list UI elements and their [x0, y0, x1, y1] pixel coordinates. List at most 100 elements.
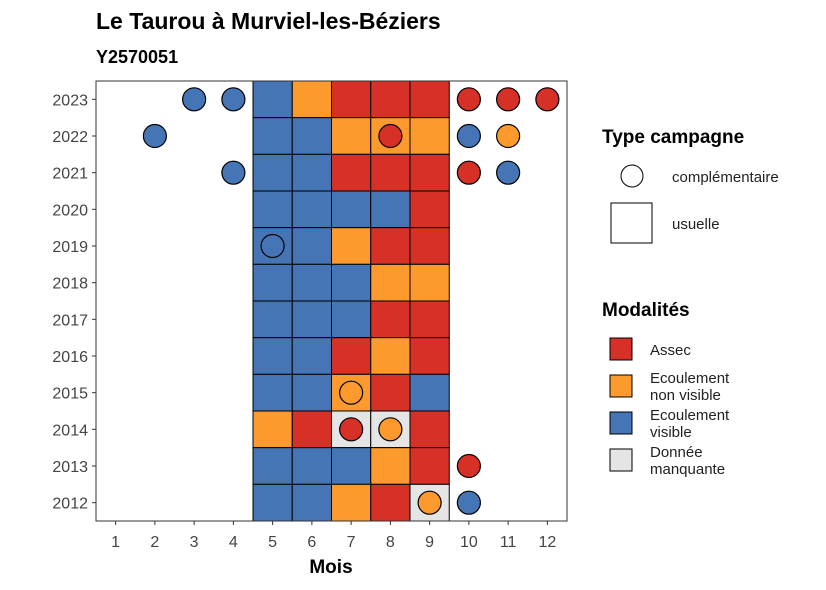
- y-tick-label: 2022: [52, 129, 88, 146]
- point-2021-4: [221, 160, 246, 185]
- point-2023-12: [535, 87, 560, 112]
- tile-2013-9: [409, 447, 450, 485]
- point-2014-7: [339, 417, 364, 442]
- y-tick-label: 2020: [52, 202, 88, 219]
- tile-2012-7: [331, 483, 372, 522]
- chart-title: Le Taurou à Murviel-les-Béziers: [96, 8, 441, 34]
- x-tick-label: 9: [425, 534, 434, 551]
- tile-2023-9: [409, 80, 450, 119]
- tile-2018-6: [291, 263, 332, 302]
- point-2021-11: [496, 160, 521, 185]
- tile-2016-5: [252, 337, 293, 375]
- x-tick-label: 4: [229, 534, 238, 551]
- y-tick-label: 2015: [52, 386, 88, 403]
- x-tick-label: 12: [538, 534, 556, 551]
- legend-square-icon: [610, 202, 653, 244]
- x-tick-label: 10: [460, 534, 478, 551]
- tile-2019-7: [331, 227, 372, 265]
- point-2013-10: [456, 453, 481, 479]
- x-axis: 1 2 3 4 5 6 7 8 9 10 11 12: [111, 521, 556, 551]
- tile-2022-6: [291, 117, 332, 155]
- tile-2013-5: [252, 447, 293, 485]
- legend-circle-icon: [620, 164, 644, 188]
- tile-2012-8: [370, 483, 411, 522]
- legend-label-visible: Ecoulement: [650, 407, 730, 424]
- legend-label-visible: visible: [650, 424, 692, 441]
- tile-2013-7: [331, 447, 372, 485]
- legend-label-manquante: Donnée: [650, 444, 703, 461]
- chart-subtitle: Y2570051: [96, 47, 178, 67]
- tile-2020-9: [409, 190, 450, 229]
- tile-2014-9: [409, 410, 450, 449]
- tile-2021-8: [370, 153, 411, 192]
- y-tick-label: 2019: [52, 239, 88, 256]
- tile-2016-9: [409, 337, 450, 375]
- tile-2014-5: [252, 410, 293, 449]
- usuelle-tiles: [252, 80, 450, 522]
- x-tick-label: 5: [268, 534, 277, 551]
- y-tick-label: 2012: [52, 496, 88, 513]
- legend-key-manquante: [609, 448, 633, 472]
- tile-2023-5: [252, 80, 293, 119]
- tile-2019-6: [291, 227, 332, 265]
- tile-2018-9: [409, 263, 450, 302]
- y-tick-label: 2021: [52, 166, 88, 183]
- y-tick-label: 2016: [52, 349, 88, 366]
- x-tick-label: 2: [150, 534, 159, 551]
- point-2014-8: [378, 417, 403, 442]
- point-2022-2: [142, 123, 167, 149]
- legend-campagne-title: Type campagne: [602, 127, 744, 148]
- tile-2014-6: [291, 410, 332, 449]
- tile-2013-6: [291, 447, 332, 485]
- tile-2012-5: [252, 483, 293, 522]
- tile-2020-7: [331, 190, 372, 229]
- point-2022-10: [456, 123, 481, 149]
- y-axis: 2023 2022 2021 2020 2019 2018 2017 2016 2015 2014…: [52, 92, 96, 513]
- legend-label-nonvisible: non visible: [650, 387, 721, 404]
- tile-2017-9: [409, 300, 450, 339]
- tile-2023-6: [291, 80, 332, 119]
- tile-2021-6: [291, 153, 332, 192]
- point-2012-9: [417, 490, 442, 515]
- tile-2021-5: [252, 153, 293, 192]
- tile-2021-7: [331, 153, 372, 192]
- legend-campagne-label-usuelle: usuelle: [672, 216, 720, 233]
- legend-campagne: Type campagne complémentaire usuelle: [602, 127, 779, 244]
- point-2023-10: [456, 87, 481, 112]
- tile-2020-8: [370, 190, 411, 229]
- point-2023-3: [182, 87, 207, 112]
- y-tick-label: 2013: [52, 459, 88, 476]
- tile-2015-6: [291, 373, 332, 412]
- tile-2015-5: [252, 373, 293, 412]
- tile-2018-8: [370, 263, 411, 302]
- tile-2012-6: [291, 483, 332, 522]
- tile-2015-9: [409, 373, 450, 412]
- tile-2022-5: [252, 117, 293, 155]
- tile-2018-7: [331, 263, 372, 302]
- y-tick-label: 2017: [52, 312, 88, 329]
- point-2022-8: [378, 123, 403, 149]
- x-tick-label: 8: [386, 534, 395, 551]
- point-2023-4: [221, 87, 246, 112]
- x-tick-label: 3: [190, 534, 199, 551]
- y-tick-label: 2018: [52, 276, 88, 293]
- legend-key-visible: [609, 411, 633, 435]
- legend-label-nonvisible: Ecoulement: [650, 370, 730, 387]
- legend-campagne-label-complementaire: complémentaire: [672, 169, 779, 186]
- legend-key-assec: [609, 337, 633, 361]
- plot-border: [95, 80, 568, 522]
- tile-2016-6: [291, 337, 332, 375]
- x-axis-title: Mois: [309, 557, 352, 578]
- legend-label-manquante: manquante: [650, 461, 725, 478]
- point-2022-11: [496, 123, 521, 149]
- x-tick-label: 6: [307, 534, 316, 551]
- point-2021-10: [456, 160, 481, 185]
- tile-2023-8: [370, 80, 411, 119]
- tile-2020-5: [252, 190, 293, 229]
- point-2023-11: [496, 87, 521, 112]
- tile-2021-9: [409, 153, 450, 192]
- tile-2017-5: [252, 300, 293, 339]
- complementaire-points: [142, 87, 560, 515]
- legend-modalites-title: Modalités: [602, 300, 690, 321]
